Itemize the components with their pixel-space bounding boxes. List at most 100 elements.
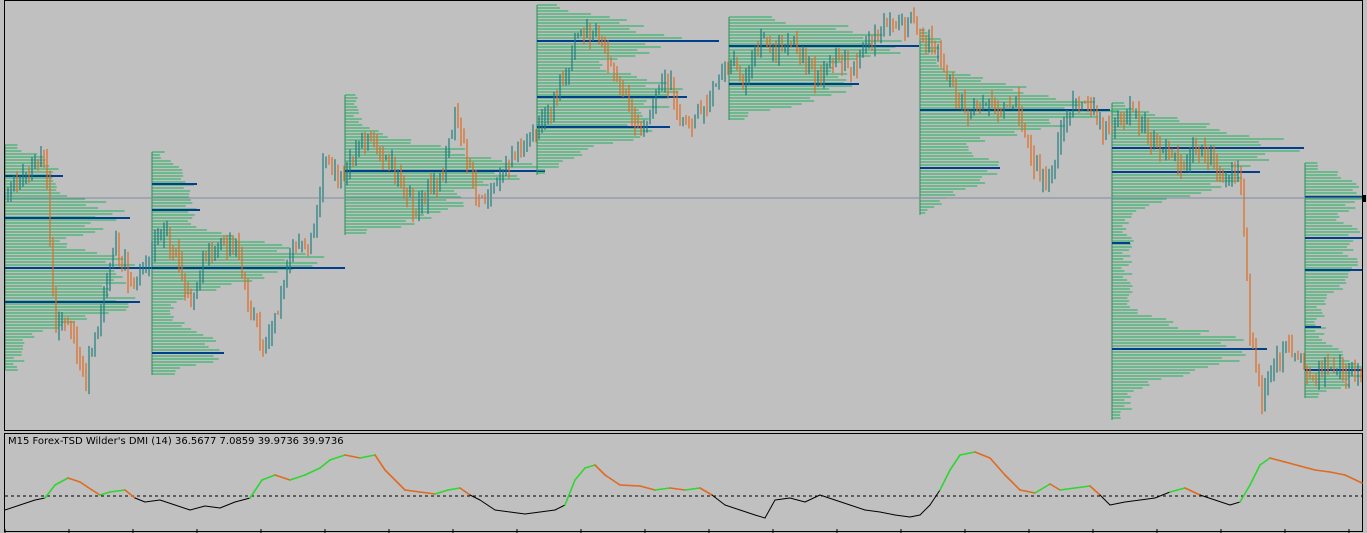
volume-profile bbox=[536, 4, 719, 175]
dmi-segment bbox=[539, 509, 556, 513]
indicator-label: M15 Forex-TSD Wilder's DMI (14) 36.5677 … bbox=[8, 436, 344, 447]
dmi-segment bbox=[604, 474, 621, 486]
dmi-segment bbox=[1239, 484, 1251, 503]
dmi-segment bbox=[949, 454, 961, 471]
dmi-segment bbox=[34, 497, 46, 501]
dmi-segment bbox=[459, 487, 471, 496]
dmi-segment bbox=[754, 514, 766, 519]
dmi-segment bbox=[1259, 457, 1271, 466]
dmi-segment bbox=[99, 491, 111, 496]
dmi-segment bbox=[909, 514, 921, 518]
dmi-segment bbox=[1184, 487, 1201, 496]
dmi-segment bbox=[1249, 464, 1261, 486]
volume-profile bbox=[344, 94, 545, 235]
dmi-segment bbox=[304, 467, 321, 476]
dmi-segment bbox=[1004, 474, 1021, 491]
dmi-segment bbox=[509, 511, 526, 515]
dmi-segment bbox=[789, 497, 806, 503]
dmi-segment bbox=[54, 477, 69, 486]
dmi-segment bbox=[1199, 494, 1216, 501]
dmi-segment bbox=[894, 514, 911, 518]
dmi-segment bbox=[374, 454, 386, 471]
dmi-segment bbox=[261, 474, 276, 481]
dmi-segment bbox=[1284, 461, 1301, 467]
dmi-segment bbox=[404, 489, 421, 493]
dmi-segment bbox=[929, 489, 941, 506]
main-panel-border bbox=[4, 0, 1363, 431]
dmi-segment bbox=[564, 479, 576, 506]
dmi-segment bbox=[1314, 469, 1331, 473]
dmi-segment bbox=[494, 509, 511, 513]
dmi-segment bbox=[554, 504, 566, 511]
dmi-segment bbox=[144, 499, 161, 503]
dmi-segment bbox=[1169, 487, 1186, 493]
dmi-segment bbox=[879, 511, 896, 516]
dmi-segment bbox=[939, 469, 951, 491]
dmi-segment bbox=[79, 481, 93, 491]
dmi-segment bbox=[849, 504, 866, 511]
dmi-indicator bbox=[4, 451, 1363, 519]
dmi-segment bbox=[447, 487, 461, 491]
dmi-segment bbox=[669, 487, 686, 491]
dmi-segment bbox=[44, 484, 56, 499]
dmi-segment bbox=[434, 489, 449, 495]
dmi-segment bbox=[1059, 487, 1076, 491]
dmi-segment bbox=[159, 499, 176, 506]
dmi-segment bbox=[989, 457, 1006, 476]
dmi-segment bbox=[204, 505, 221, 509]
dmi-segment bbox=[724, 504, 741, 511]
dmi-segment bbox=[289, 474, 306, 481]
dmi-segment bbox=[384, 469, 396, 481]
dmi-segment bbox=[219, 501, 236, 509]
dmi-segment bbox=[834, 499, 851, 506]
dmi-segment bbox=[91, 489, 101, 496]
dmi-segment bbox=[1229, 501, 1241, 506]
dmi-segment bbox=[764, 499, 776, 519]
dmi-segment bbox=[619, 484, 641, 487]
dmi-segment bbox=[684, 487, 701, 491]
dmi-segment bbox=[1049, 483, 1061, 491]
dmi-segment bbox=[1099, 494, 1111, 506]
dmi-segment bbox=[359, 454, 376, 459]
dmi-segment bbox=[274, 474, 291, 481]
dmi-segment bbox=[189, 505, 206, 511]
dmi-segment bbox=[1214, 499, 1231, 506]
dmi-segment bbox=[804, 494, 821, 503]
dmi-segment bbox=[394, 479, 406, 491]
price-candles bbox=[4, 7, 1362, 415]
dmi-segment bbox=[819, 494, 836, 501]
dmi-segment bbox=[574, 467, 586, 481]
dmi-segment bbox=[134, 497, 146, 503]
dmi-segment bbox=[1329, 471, 1346, 476]
dmi-segment bbox=[1034, 483, 1051, 494]
volume-profile bbox=[151, 151, 342, 375]
dmi-segment bbox=[1269, 457, 1286, 463]
dmi-segment bbox=[1124, 499, 1141, 503]
dmi-segment bbox=[234, 497, 251, 503]
dmi-segment bbox=[124, 489, 136, 499]
volume-profiles bbox=[4, 4, 1366, 420]
dmi-segment bbox=[1074, 485, 1091, 489]
volume-profile bbox=[728, 16, 919, 120]
dmi-segment bbox=[1344, 474, 1363, 484]
dmi-segment bbox=[959, 451, 976, 456]
dmi-segment bbox=[249, 479, 263, 499]
dmi-segment bbox=[19, 499, 36, 506]
dmi-segment bbox=[479, 499, 496, 511]
dmi-segment bbox=[1089, 485, 1101, 496]
dmi-segment bbox=[639, 485, 656, 491]
dmi-segment bbox=[711, 494, 726, 506]
volume-profile bbox=[1304, 162, 1366, 398]
dmi-segment bbox=[594, 464, 606, 476]
dmi-segment bbox=[654, 487, 671, 491]
dmi-segment bbox=[1139, 497, 1156, 501]
dmi-segment bbox=[329, 454, 346, 461]
dmi-segment bbox=[524, 511, 541, 515]
dmi-segment bbox=[699, 487, 713, 496]
dmi-segment bbox=[4, 504, 21, 511]
dmi-segment bbox=[864, 509, 881, 513]
dmi-segment bbox=[774, 497, 791, 501]
dmi-segment bbox=[1019, 489, 1036, 494]
